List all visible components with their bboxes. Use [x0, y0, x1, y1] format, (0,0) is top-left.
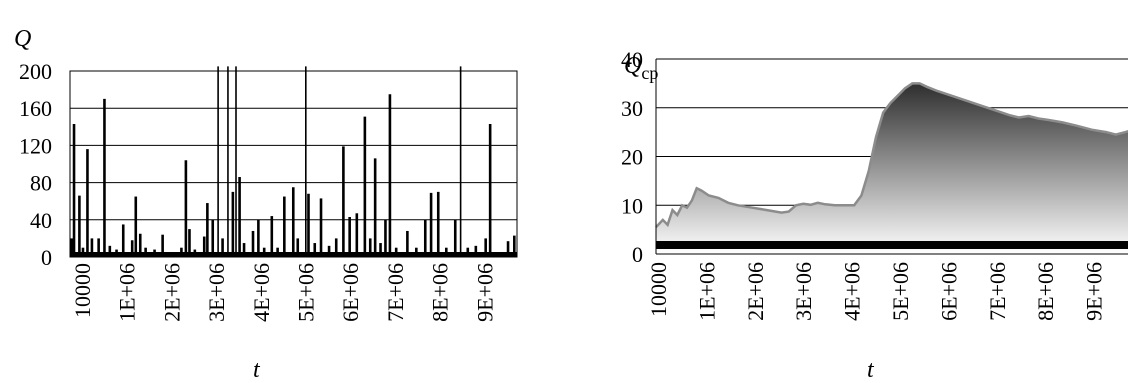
x-tick-label: 9E+06 [1082, 262, 1107, 321]
x-axis-label: t [253, 357, 261, 383]
area-series [656, 83, 1128, 254]
y-tick-label: 40 [30, 208, 52, 233]
x-tick-label: 5E+06 [888, 262, 913, 321]
x-tick-label: 1E+06 [694, 262, 719, 321]
y-tick-label: 10 [621, 193, 643, 218]
y-tick-label: 120 [19, 133, 52, 158]
y-tick-label: 160 [19, 96, 52, 121]
y-tick-labels: 0 40 80 120 160 200 [19, 59, 52, 270]
average-area-chart: Qcp 0 10 20 30 40 10000 1E+06 2E+06 3E+06 4E+06 5… [621, 47, 1128, 383]
spike-chart: Q 0 40 80 120 160 200 10000 1E+06 2E+06 3E+06 4E+… [14, 26, 518, 383]
spike-series [70, 66, 517, 257]
y-axis-label: Qcp [624, 53, 658, 83]
x-tick-label: 10000 [646, 262, 671, 317]
y-tick-label: 40 [621, 47, 643, 72]
x-tick-label: 9E+06 [472, 263, 497, 322]
x-tick-label: 1E+06 [115, 263, 140, 322]
x-tick-label: 3E+06 [204, 263, 229, 322]
y-tick-label: 80 [30, 171, 52, 196]
x-tick-label: 2E+06 [743, 262, 768, 321]
x-tick-label: 3E+06 [791, 262, 816, 321]
x-tick-label: 4E+06 [840, 262, 865, 321]
x-tick-label: 10000 [70, 263, 95, 318]
y-tick-label: 0 [41, 245, 52, 270]
y-tick-labels: 0 10 20 30 40 [621, 47, 643, 267]
x-tick-label: 5E+06 [294, 263, 319, 322]
x-tick-label: 8E+06 [1033, 262, 1058, 321]
y-axis-label: Q [14, 26, 31, 52]
x-tick-labels: 10000 1E+06 2E+06 3E+06 4E+06 5E+06 6E+06 7E+06… [646, 262, 1107, 321]
x-tick-label: 6E+06 [936, 262, 961, 321]
x-tick-label: 4E+06 [249, 263, 274, 322]
x-tick-label: 8E+06 [428, 263, 453, 322]
x-tick-labels: 10000 1E+06 2E+06 3E+06 4E+06 5E+06 6E+06 7E+06… [70, 263, 497, 322]
y-tick-label: 0 [632, 242, 643, 267]
x-tick-label: 7E+06 [985, 262, 1010, 321]
area-outline [655, 82, 1128, 229]
x-tick-label: 7E+06 [383, 263, 408, 322]
x-tick-label: 6E+06 [338, 263, 363, 322]
y-tick-label: 30 [621, 96, 643, 121]
x-tick-label: 2E+06 [159, 263, 184, 322]
x-axis-label: t [867, 357, 875, 383]
y-tick-label: 20 [621, 145, 643, 170]
baseline-band [656, 241, 1128, 249]
y-tick-label: 200 [19, 59, 52, 84]
